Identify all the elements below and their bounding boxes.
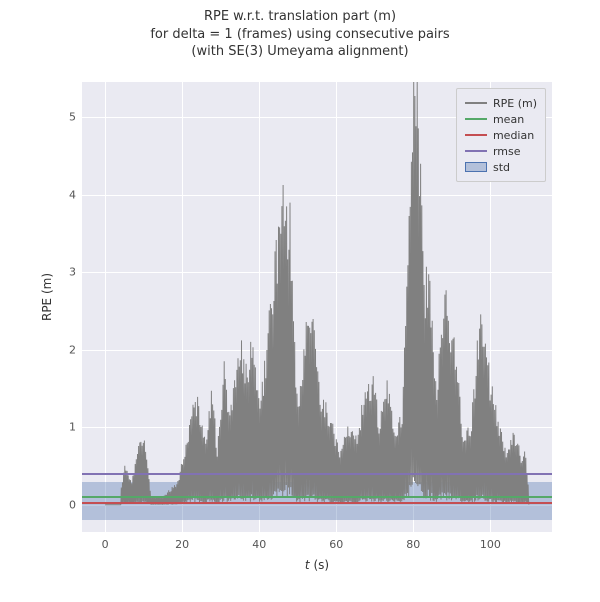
x-tick-label: 0: [102, 538, 109, 551]
legend-swatch: [465, 162, 487, 172]
y-tick-label: 1: [58, 421, 76, 434]
legend-label: std: [493, 161, 510, 174]
y-tick-label: 5: [58, 110, 76, 123]
legend-swatch: [465, 102, 487, 104]
rmse-line: [82, 473, 552, 475]
legend-item: RPE (m): [465, 95, 537, 111]
x-tick-label: 80: [406, 538, 420, 551]
figure: RPE w.r.t. translation part (m) for delt…: [0, 0, 600, 602]
mean-line: [82, 496, 552, 498]
legend-item: mean: [465, 111, 537, 127]
legend-label: mean: [493, 113, 524, 126]
legend-item: median: [465, 127, 537, 143]
x-tick-label: 20: [175, 538, 189, 551]
title-line-1: RPE w.r.t. translation part (m): [204, 9, 396, 24]
title-line-2: for delta = 1 (frames) using consecutive…: [150, 27, 449, 42]
legend-swatch: [465, 134, 487, 136]
legend-label: RPE (m): [493, 97, 537, 110]
legend-label: rmse: [493, 145, 521, 158]
y-tick-label: 0: [58, 498, 76, 511]
x-tick-label: 100: [480, 538, 501, 551]
x-axis-label-unit: (s): [310, 558, 329, 572]
x-axis-label: t (s): [82, 558, 552, 572]
y-tick-label: 4: [58, 188, 76, 201]
legend-item: std: [465, 159, 537, 175]
x-tick-label: 40: [252, 538, 266, 551]
legend-item: rmse: [465, 143, 537, 159]
legend: RPE (m) mean median rmse std: [456, 88, 546, 182]
median-line: [82, 502, 552, 504]
chart-title: RPE w.r.t. translation part (m) for delt…: [0, 8, 600, 61]
title-line-3: (with SE(3) Umeyama alignment): [191, 44, 408, 59]
legend-swatch: [465, 150, 487, 152]
y-tick-label: 3: [58, 266, 76, 279]
y-axis-label: RPE (m): [40, 257, 54, 337]
legend-label: median: [493, 129, 534, 142]
legend-swatch: [465, 118, 487, 120]
y-tick-label: 2: [58, 343, 76, 356]
x-tick-label: 60: [329, 538, 343, 551]
